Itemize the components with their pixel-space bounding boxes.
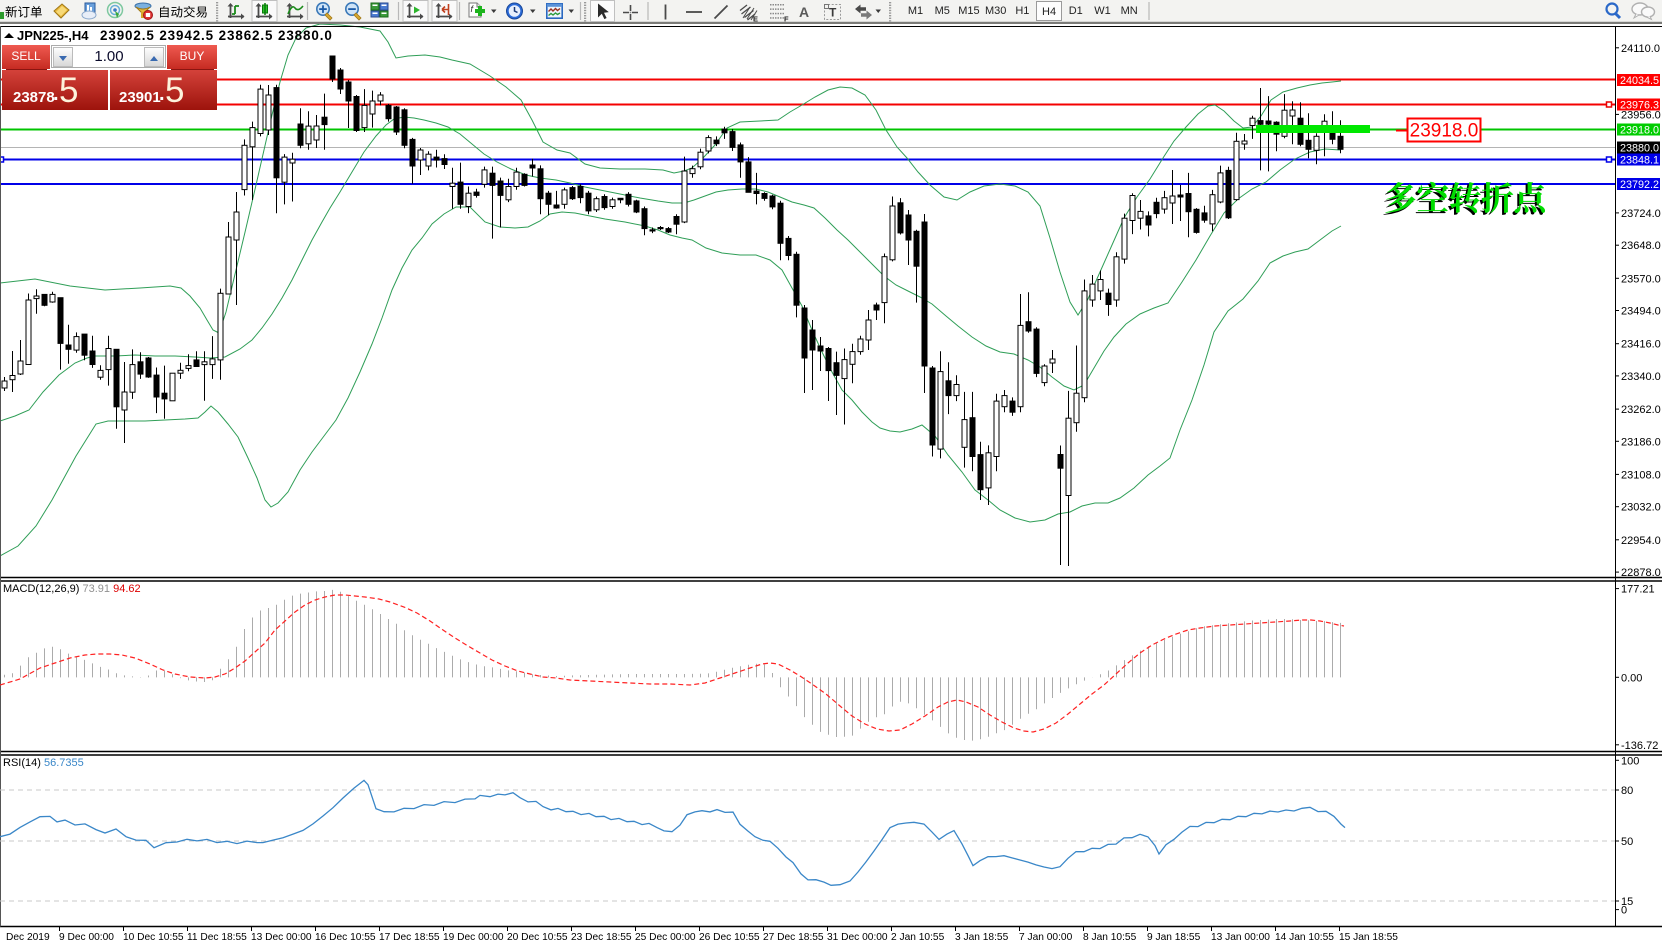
- svg-text:23494.0: 23494.0: [1621, 306, 1661, 318]
- svg-text:27 Dec 18:55: 27 Dec 18:55: [763, 932, 824, 943]
- svg-text:23880.0: 23880.0: [1620, 142, 1659, 154]
- svg-text:25 Dec 00:00: 25 Dec 00:00: [635, 932, 696, 943]
- svg-text:22878.0: 22878.0: [1621, 567, 1661, 579]
- svg-text:23902.5 23942.5 23862.5 23880.: 23902.5 23942.5 23862.5 23880.0: [100, 28, 333, 43]
- svg-text:10 Dec 10:55: 10 Dec 10:55: [123, 932, 184, 943]
- svg-text:50: 50: [1621, 836, 1633, 848]
- svg-text:RSI(14) 56.7355: RSI(14) 56.7355: [3, 757, 84, 769]
- svg-text:23570.0: 23570.0: [1621, 273, 1661, 285]
- svg-text:f: f: [471, 4, 475, 14]
- svg-text:23648.0: 23648.0: [1621, 240, 1661, 252]
- svg-text:100: 100: [1621, 755, 1639, 767]
- svg-text:19 Dec 00:00: 19 Dec 00:00: [443, 932, 504, 943]
- svg-text:23724.0: 23724.0: [1621, 208, 1661, 220]
- svg-text:0.00: 0.00: [1621, 672, 1642, 684]
- svg-text:24034.5: 24034.5: [1620, 75, 1659, 87]
- svg-text:24110.0: 24110.0: [1621, 43, 1660, 55]
- svg-text:T: T: [829, 6, 837, 20]
- svg-text:2 Jan 10:55: 2 Jan 10:55: [891, 932, 945, 943]
- svg-text:31 Dec 00:00: 31 Dec 00:00: [827, 932, 888, 943]
- svg-text:22954.0: 22954.0: [1621, 535, 1661, 547]
- svg-text:23918.0: 23918.0: [1620, 124, 1659, 136]
- svg-text:-136.72: -136.72: [1621, 740, 1658, 752]
- svg-text:20 Dec 10:55: 20 Dec 10:55: [507, 932, 568, 943]
- svg-text:JPN225-,H4: JPN225-,H4: [17, 28, 89, 43]
- svg-text:26 Dec 10:55: 26 Dec 10:55: [699, 932, 760, 943]
- svg-text:9 Jan 18:55: 9 Jan 18:55: [1147, 932, 1201, 943]
- svg-text:23792.2: 23792.2: [1620, 179, 1659, 191]
- svg-text:23976.3: 23976.3: [1620, 99, 1659, 111]
- svg-text:23 Dec 18:55: 23 Dec 18:55: [571, 932, 632, 943]
- svg-text:23848.1: 23848.1: [1620, 154, 1659, 166]
- svg-text:3 Jan 18:55: 3 Jan 18:55: [955, 932, 1009, 943]
- svg-text:MACD(12,26,9) 73.91 94.62: MACD(12,26,9) 73.91 94.62: [3, 583, 141, 595]
- svg-text:11 Dec 18:55: 11 Dec 18:55: [187, 932, 247, 943]
- svg-text:9 Dec 00:00: 9 Dec 00:00: [59, 932, 114, 943]
- svg-text:E: E: [753, 15, 758, 24]
- svg-text:177.21: 177.21: [1621, 584, 1655, 596]
- svg-text:17 Dec 18:55: 17 Dec 18:55: [379, 932, 440, 943]
- svg-text:23918.0: 23918.0: [1410, 121, 1479, 142]
- svg-text:16 Dec 10:55: 16 Dec 10:55: [315, 932, 376, 943]
- svg-text:7 Jan 00:00: 7 Jan 00:00: [1019, 932, 1073, 943]
- svg-text:23340.0: 23340.0: [1621, 371, 1661, 383]
- svg-text:23108.0: 23108.0: [1621, 469, 1661, 481]
- svg-text:13 Jan 00:00: 13 Jan 00:00: [1211, 932, 1270, 943]
- svg-text:23262.0: 23262.0: [1621, 404, 1661, 416]
- svg-text:13 Dec 00:00: 13 Dec 00:00: [251, 932, 312, 943]
- svg-text:8 Jan 10:55: 8 Jan 10:55: [1083, 932, 1137, 943]
- svg-text:F: F: [784, 15, 789, 24]
- svg-text:23956.0: 23956.0: [1621, 109, 1661, 121]
- svg-text:23032.0: 23032.0: [1621, 502, 1661, 514]
- svg-text:23416.0: 23416.0: [1621, 339, 1661, 351]
- svg-text:15 Jan 18:55: 15 Jan 18:55: [1339, 932, 1398, 943]
- svg-text:14 Jan 10:55: 14 Jan 10:55: [1275, 932, 1334, 943]
- svg-text:0: 0: [1621, 905, 1627, 917]
- svg-text:15: 15: [1621, 896, 1633, 908]
- svg-text:80: 80: [1621, 785, 1633, 797]
- svg-text:23186.0: 23186.0: [1621, 436, 1661, 448]
- svg-text:A: A: [799, 4, 809, 20]
- svg-text:Dec 2019: Dec 2019: [6, 932, 50, 943]
